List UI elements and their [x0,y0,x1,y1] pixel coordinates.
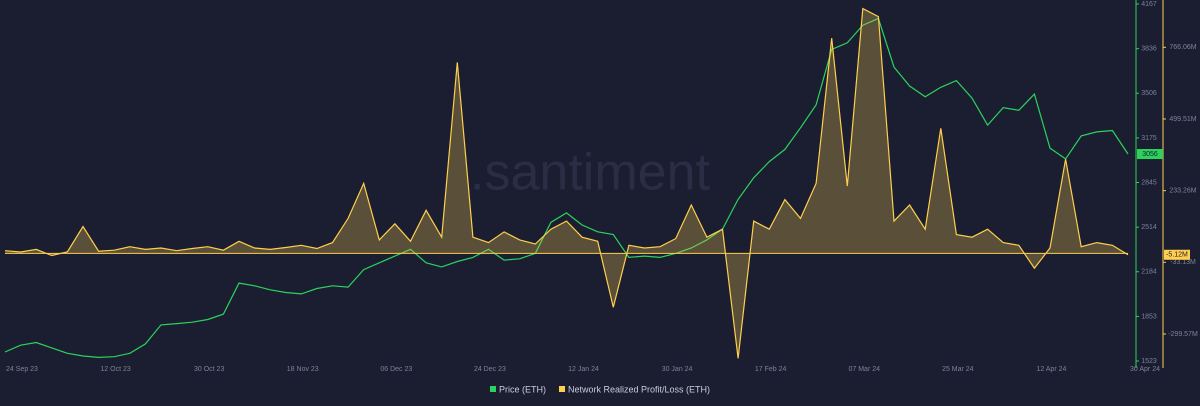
x-tick-label: 30 Apr 24 [1130,366,1160,373]
legend-swatch [559,386,565,392]
x-tick-label: 30 Oct 23 [194,366,224,373]
watermark: .santiment [470,144,710,202]
y-tick-label: 2184 [1141,269,1157,276]
y-tick-label: 3175 [1141,135,1157,142]
y2-tick-label: 499.51M [1169,116,1196,123]
series-line [4,7,1129,359]
y2-tick-label: -299.57M [1168,331,1198,338]
legend-swatch [490,386,496,392]
y-tick-label: 3506 [1141,90,1157,97]
x-tick-label: 25 Mar 24 [942,366,974,373]
legend-label: Price (ETH) [499,384,546,394]
x-tick-label: 12 Oct 23 [100,366,130,373]
y-tick-label: 1853 [1141,313,1157,320]
x-tick-label: 17 Feb 24 [755,366,787,373]
y2-tick-label: 766.06M [1169,44,1196,51]
x-tick-label: 07 Mar 24 [848,366,880,373]
y2-tick-label: 233.26M [1169,187,1196,194]
legend-label: Network Realized Profit/Loss (ETH) [568,384,710,394]
y-tick-label: 3836 [1141,46,1157,53]
x-tick-label: 06 Dec 23 [380,366,412,373]
legend: Price (ETH) Network Realized Profit/Loss … [490,384,710,394]
current-badge [1137,149,1163,160]
current-label: -5.12M [1166,252,1188,259]
x-tick-label: 30 Jan 24 [662,366,693,373]
current-badge [1164,249,1190,260]
y-tick-label: 2845 [1141,179,1157,186]
x-tick-label: 24 Sep 23 [6,366,38,373]
y-tick-label: 2514 [1141,224,1157,231]
series-line [4,17,1129,359]
x-tick-label: 18 Nov 23 [287,366,319,373]
y-tick-label: 4167 [1141,1,1157,8]
x-tick-label: 24 Dec 23 [474,366,506,373]
y-tick-label: 1523 [1141,358,1157,365]
x-tick-label: 12 Jan 24 [568,366,599,373]
x-tick-label: 12 Apr 24 [1036,366,1066,373]
y2-tick-label: -33.13M [1170,259,1196,266]
current-label: 3056 [1142,151,1158,158]
